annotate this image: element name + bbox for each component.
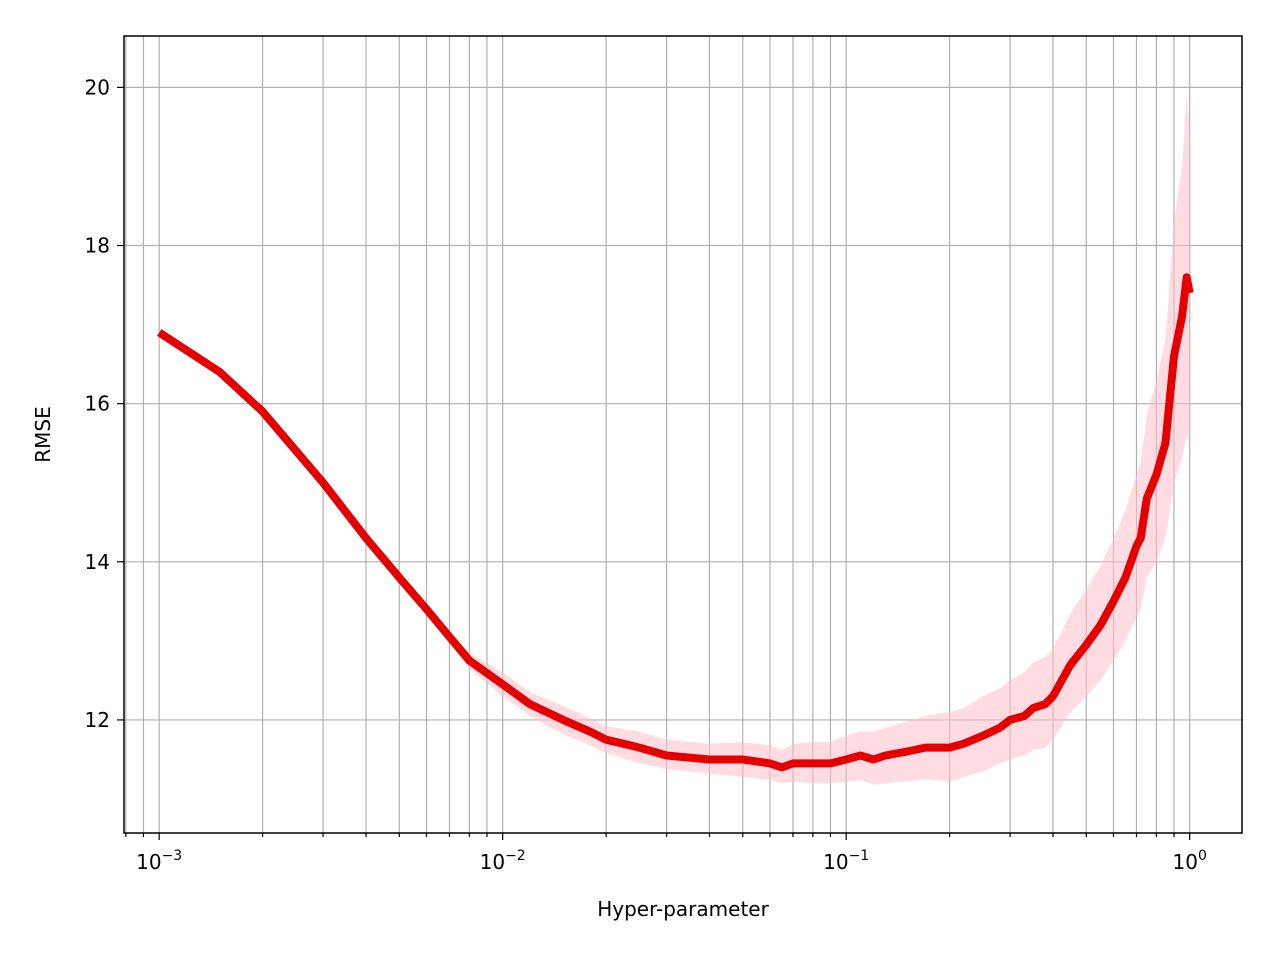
plot-area-frame	[123, 35, 1243, 834]
x-tick-label: 10−1	[823, 848, 869, 874]
y-tick-label: 20	[85, 75, 110, 99]
y-tick-label: 12	[85, 708, 110, 732]
x-tick-label: 100	[1173, 848, 1207, 874]
series-line	[157, 273, 1194, 772]
y-tick-label: 16	[85, 392, 110, 416]
y-tick-label: 14	[85, 550, 110, 574]
series-line-layer	[157, 273, 1194, 772]
y-axis-label: RMSE	[31, 406, 55, 462]
axis-ticks: 12 14 16 18 20 10−3 10−2 10−1 100	[85, 75, 1207, 874]
y-tick-label: 18	[85, 234, 110, 258]
x-tick-label: 10−3	[136, 848, 182, 874]
x-axis-label: Hyper-parameter	[597, 897, 769, 921]
x-tick-label: 10−2	[480, 848, 526, 874]
